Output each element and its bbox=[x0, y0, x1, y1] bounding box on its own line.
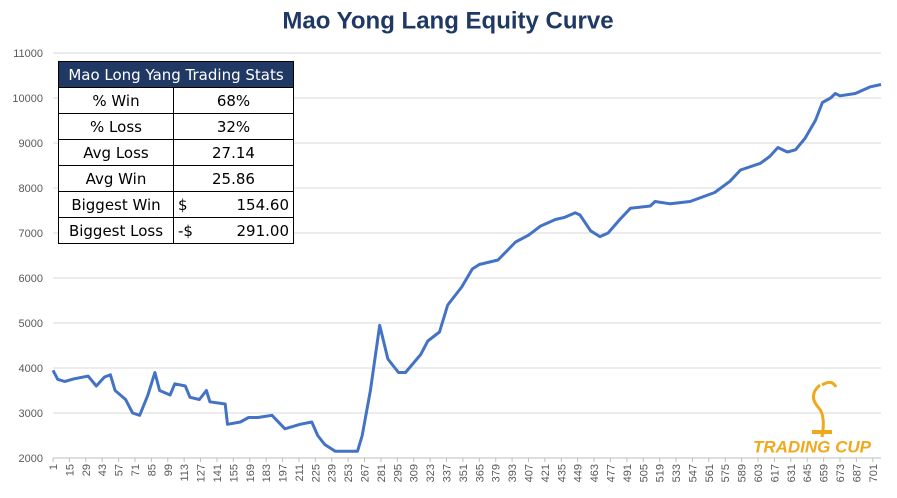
table-row: Biggest Win $154.60 bbox=[58, 191, 294, 218]
y-tick-label: 8000 bbox=[19, 183, 43, 195]
x-tick-label: 267 bbox=[360, 464, 372, 482]
stat-label: % Win bbox=[58, 87, 174, 114]
x-tick-label: 547 bbox=[687, 464, 699, 482]
x-tick-label: 533 bbox=[671, 464, 683, 482]
x-tick-label: 645 bbox=[802, 464, 814, 482]
x-tick-label: 71 bbox=[130, 464, 142, 476]
x-tick-label: 239 bbox=[327, 464, 339, 482]
x-tick-label: 225 bbox=[310, 464, 322, 482]
stat-value: 27.14 bbox=[173, 139, 294, 166]
y-tick-label: 9000 bbox=[19, 138, 43, 150]
x-tick-label: 463 bbox=[589, 464, 601, 482]
x-tick-label: 659 bbox=[819, 464, 831, 482]
x-tick-label: 127 bbox=[196, 464, 208, 482]
x-tick-label: 113 bbox=[179, 464, 191, 482]
x-tick-label: 253 bbox=[343, 464, 355, 482]
x-tick-label: 211 bbox=[294, 464, 306, 482]
table-row: Avg Loss 27.14 bbox=[58, 139, 294, 166]
x-tick-label: 631 bbox=[786, 464, 798, 482]
table-row: Avg Win 25.86 bbox=[58, 165, 294, 192]
x-tick-label: 15 bbox=[64, 464, 76, 476]
x-tick-label: 309 bbox=[409, 464, 421, 482]
stat-currency: -$ bbox=[173, 217, 202, 244]
x-tick-label: 29 bbox=[81, 464, 93, 476]
stat-value: 291.00 bbox=[202, 217, 294, 244]
x-tick-label: 323 bbox=[425, 464, 437, 482]
y-tick-label: 11000 bbox=[13, 48, 43, 60]
x-tick-label: 435 bbox=[556, 464, 568, 482]
x-tick-label: 169 bbox=[245, 464, 257, 482]
table-row: % Loss 32% bbox=[58, 113, 294, 140]
x-tick-label: 393 bbox=[507, 464, 519, 482]
stat-value: 68% bbox=[173, 87, 294, 114]
logo-icon bbox=[812, 380, 838, 438]
x-tick-label: 575 bbox=[720, 464, 732, 482]
x-tick-label: 477 bbox=[605, 464, 617, 482]
x-tick-label: 351 bbox=[458, 464, 470, 482]
x-tick-label: 505 bbox=[638, 464, 650, 482]
chart-title: Mao Yong Lang Equity Curve bbox=[282, 7, 613, 34]
x-tick-label: 519 bbox=[655, 464, 667, 482]
x-tick-label: 687 bbox=[851, 464, 863, 482]
equity-line bbox=[51, 83, 882, 453]
y-tick-label: 3000 bbox=[19, 408, 43, 420]
y-tick-label: 6000 bbox=[19, 273, 43, 285]
stat-label: % Loss bbox=[58, 113, 174, 140]
x-tick-label: 589 bbox=[737, 464, 749, 482]
x-tick-label: 43 bbox=[97, 464, 109, 476]
x-tick-label: 281 bbox=[376, 464, 388, 482]
x-tick-label: 141 bbox=[212, 464, 224, 482]
logo-text: TRADING CUP bbox=[753, 437, 872, 456]
x-tick-label: 701 bbox=[868, 464, 880, 482]
x-tick-label: 183 bbox=[261, 464, 273, 482]
stat-label: Avg Win bbox=[58, 165, 174, 192]
x-tick-label: 197 bbox=[278, 464, 290, 482]
x-tick-label: 99 bbox=[163, 464, 175, 476]
x-tick-label: 1 bbox=[48, 464, 60, 470]
stat-label: Biggest Win bbox=[58, 191, 174, 218]
x-tick-label: 85 bbox=[146, 464, 158, 476]
x-tick-label: 379 bbox=[491, 464, 503, 482]
y-tick-label: 10000 bbox=[12, 93, 43, 105]
x-tick-label: 449 bbox=[573, 464, 585, 482]
logo bbox=[812, 380, 838, 438]
stat-value: 154.60 bbox=[202, 191, 294, 218]
table-title: Mao Long Yang Trading Stats bbox=[58, 61, 294, 88]
stat-value: 32% bbox=[173, 113, 294, 140]
stats-table: Mao Long Yang Trading Stats% Win 68%% Los… bbox=[58, 61, 294, 244]
stat-value: 25.86 bbox=[173, 165, 294, 192]
y-tick-label: 4000 bbox=[19, 363, 43, 375]
y-tick-label: 2000 bbox=[19, 453, 43, 465]
table-row: % Win 68% bbox=[58, 87, 294, 114]
x-tick-label: 561 bbox=[704, 464, 716, 482]
x-tick-label: 365 bbox=[474, 464, 486, 482]
x-tick-label: 407 bbox=[523, 464, 535, 482]
x-tick-label: 617 bbox=[769, 464, 781, 482]
x-tick-label: 491 bbox=[622, 464, 634, 482]
stat-label: Biggest Loss bbox=[58, 217, 174, 244]
logo-base bbox=[812, 430, 832, 434]
x-tick-label: 603 bbox=[753, 464, 765, 482]
stat-currency: $ bbox=[173, 191, 202, 218]
table-row: Biggest Loss -$ 291.00 bbox=[58, 217, 294, 244]
x-tick-label: 57 bbox=[114, 464, 126, 476]
x-tick-label: 155 bbox=[228, 464, 240, 482]
y-tick-label: 5000 bbox=[19, 318, 43, 330]
y-tick-label: 7000 bbox=[19, 228, 43, 240]
x-tick-label: 295 bbox=[392, 464, 404, 482]
x-tick-label: 337 bbox=[442, 464, 454, 482]
x-tick-label: 421 bbox=[540, 464, 552, 482]
stat-label: Avg Loss bbox=[58, 139, 174, 166]
table-header-row: Mao Long Yang Trading Stats bbox=[58, 61, 294, 88]
x-tick-label: 673 bbox=[835, 464, 847, 482]
